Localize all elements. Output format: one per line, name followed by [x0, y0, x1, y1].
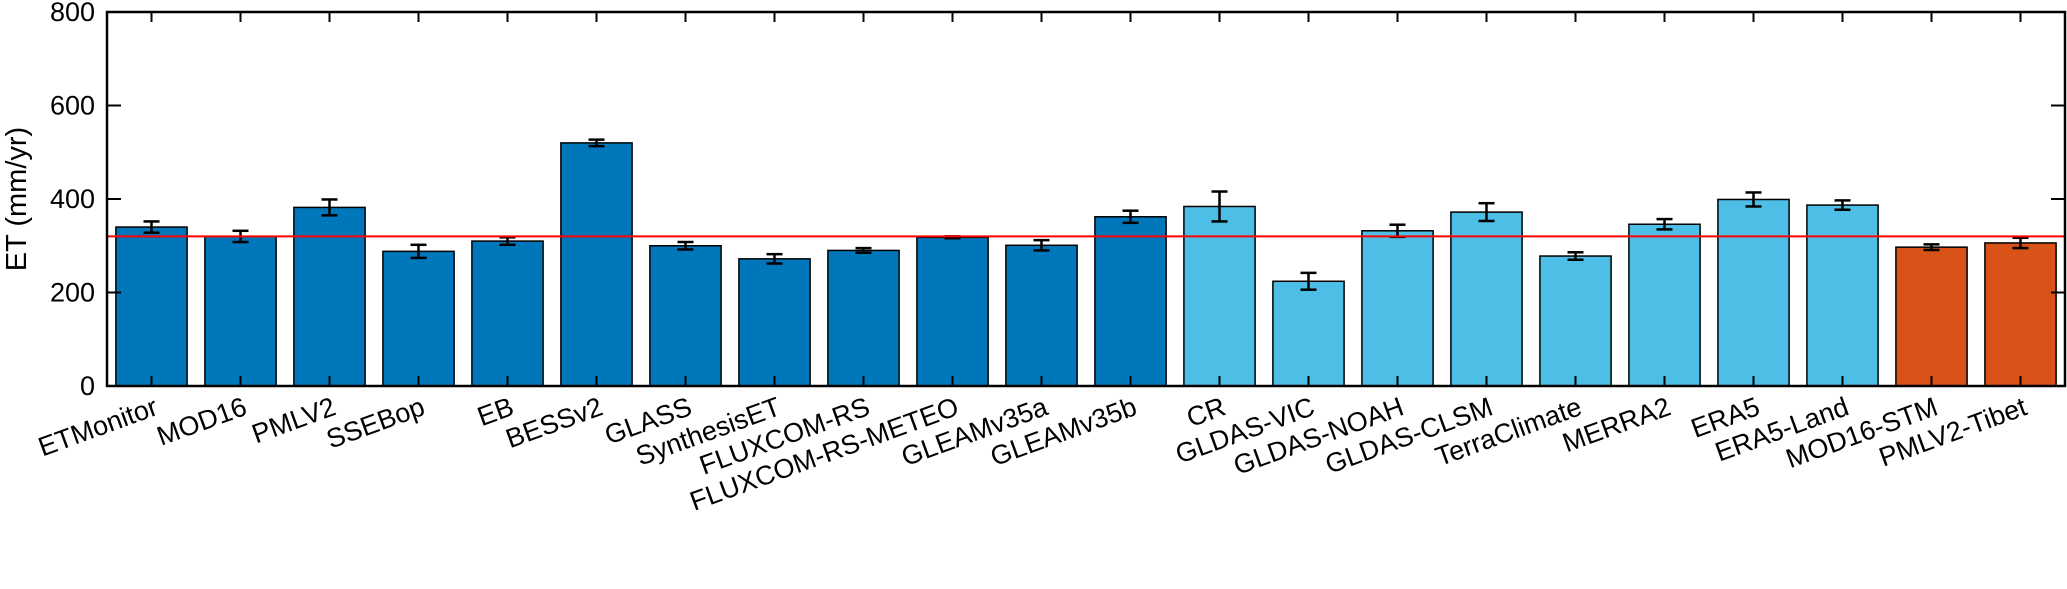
error-bar-cr — [1211, 190, 1228, 223]
bar-synthesiset — [738, 258, 811, 387]
error-bar-fluxcom-rs — [855, 246, 872, 255]
bar-gleamv35b — [1094, 216, 1167, 387]
x-axis-ticks — [150, 12, 2022, 386]
error-bar-gleamv35a — [1033, 238, 1050, 252]
y-tick-label: 200 — [50, 278, 95, 308]
bar-era5-land — [1806, 204, 1879, 387]
bar-gldas-clsm — [1450, 211, 1523, 387]
bar-era5 — [1717, 198, 1790, 387]
error-bar-pmlv2 — [321, 198, 338, 217]
error-bar-glass — [677, 240, 694, 251]
error-bar-ssebop — [410, 243, 427, 260]
error-bar-gldas-vic — [1300, 271, 1317, 291]
bar-ssebop — [382, 250, 455, 387]
bar-bessv2 — [560, 142, 633, 387]
error-bar-gleamv35b — [1122, 209, 1139, 225]
error-bar-merra2 — [1656, 217, 1673, 231]
y-tick-label: 800 — [50, 0, 95, 27]
x-tick-label: ETMonitor — [34, 391, 161, 462]
x-tick-label: SSEBop — [322, 391, 428, 454]
bar-fluxcom-rs — [827, 249, 900, 387]
bar-eb — [471, 240, 544, 387]
y-tick-label: 400 — [50, 184, 95, 214]
bar-terraclimate — [1539, 255, 1612, 387]
error-bar-synthesiset — [766, 252, 783, 265]
error-bar-etmonitor — [143, 220, 160, 234]
y-axis-ticks — [107, 11, 2065, 387]
error-bar-pmlv2-tibet — [2012, 236, 2029, 250]
error-bar-era5 — [1745, 191, 1762, 208]
bar-cr — [1183, 205, 1256, 387]
bar-glass — [649, 245, 722, 387]
error-bar-terraclimate — [1567, 251, 1584, 262]
bar-pmlv2-tibet — [1984, 242, 2057, 387]
bar-pmlv2 — [293, 206, 366, 387]
y-tick-label: 600 — [50, 91, 95, 121]
bar-fluxcom-rs-meteo — [916, 236, 989, 387]
bar-gldas-vic — [1272, 280, 1345, 387]
y-tick-label: 0 — [80, 371, 95, 401]
y-tick-labels: 0 200 400 600 800 — [50, 0, 95, 401]
error-bar-bessv2 — [588, 138, 605, 148]
error-bar-mod16-stm — [1923, 243, 1940, 252]
x-tick-label: MOD16 — [153, 391, 251, 451]
error-bar-gldas-clsm — [1478, 201, 1495, 223]
bar-merra2 — [1628, 223, 1701, 387]
y-axis-label: ET (mm/yr) — [1, 127, 33, 271]
bar-gleamv35a — [1005, 244, 1078, 387]
x-tick-label: BESSv2 — [502, 391, 607, 454]
bar-mod16-stm — [1895, 246, 1968, 387]
bar-mod16 — [204, 235, 277, 387]
error-bar-era5-land — [1834, 199, 1851, 212]
bar-group — [115, 142, 2057, 387]
bar-gldas-noah — [1361, 230, 1434, 387]
bar-etmonitor — [115, 226, 188, 387]
x-tick-label: PMLV2 — [248, 391, 340, 449]
